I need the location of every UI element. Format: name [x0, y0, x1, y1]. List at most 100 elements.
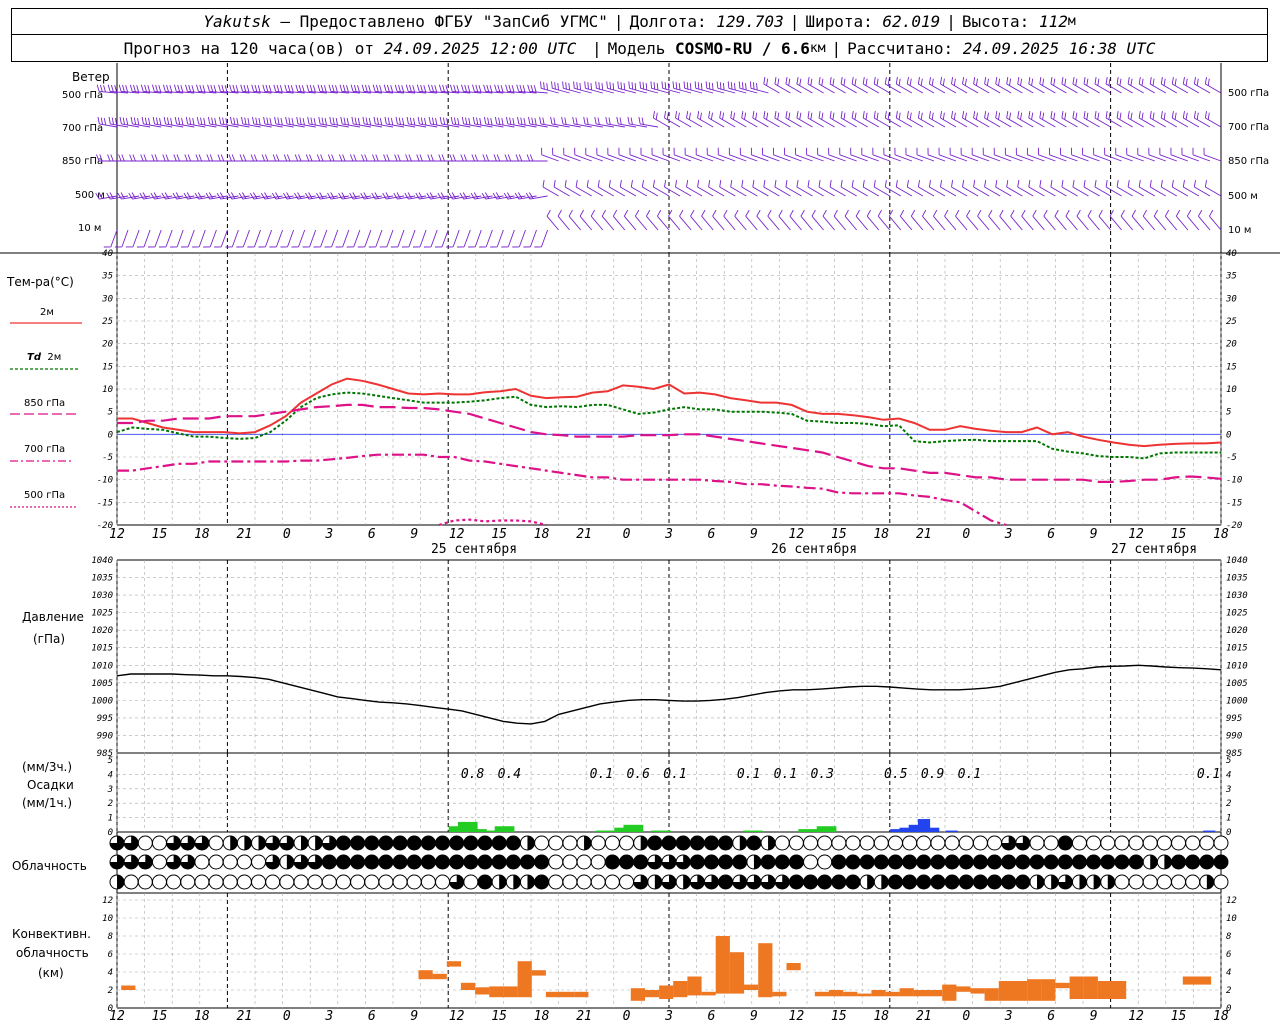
wind-feather-0-97-1: [1174, 78, 1177, 86]
wind-barb-4-39: [540, 229, 549, 248]
wind-feather-3-23-0: [349, 192, 354, 200]
wind-feather-1-75-0: [928, 111, 931, 119]
wind-feather-4-68-0: [855, 209, 860, 217]
time-tick-bottom-10: 18: [534, 1009, 550, 1024]
wind-feather-1-48-1: [630, 117, 633, 125]
cloud-r2-c68-fill: [1079, 875, 1087, 889]
wind-feather-0-66-0: [829, 77, 832, 85]
cloud-r2-c32-ring: [562, 874, 578, 890]
cloud-r2-c20-ring: [392, 874, 408, 890]
wind-feather-0-42-2: [568, 83, 571, 91]
wind-feather-1-7-2: [181, 118, 184, 126]
wind-feather-0-79-0: [973, 77, 976, 85]
cloud-r0-c18-fill: [364, 836, 379, 850]
conv-bar-4: [460, 982, 476, 990]
wind-feather-1-9-1: [200, 117, 203, 125]
cloud-r0-c64-fill: [1015, 836, 1030, 850]
wind-feather-1-27-0: [395, 116, 398, 124]
wind-feather-0-61-0: [774, 77, 777, 85]
wind-feather-0-34-1: [475, 84, 479, 92]
wind-feather-3-36-1: [495, 192, 501, 199]
wind-feather-2-26-1: [386, 154, 390, 162]
wind-feather-2-8-0: [184, 154, 188, 162]
wind-feather-1-37-0: [505, 116, 509, 124]
wind-feather-0-42-1: [565, 82, 567, 90]
wind-feather-0-45-0: [595, 81, 597, 89]
cloud-r1-c57-fill: [916, 855, 931, 869]
cloud-r2-c7-ring: [208, 874, 224, 890]
cloud-r1-c0-fill: [110, 855, 124, 869]
cloud-r2-c55-fill: [888, 875, 903, 889]
wind-feather-0-8-2: [191, 85, 195, 93]
wind-feather-1-73-0: [906, 111, 909, 119]
wind-feather-1-11-2: [225, 118, 228, 126]
wind-feather-0-91-1: [1108, 78, 1111, 86]
cloud-r0-c52-ring: [845, 835, 861, 851]
wind-feather-3-18-1: [297, 192, 302, 199]
precip-snow-bar-2: [908, 824, 921, 832]
precip-label-8: 0.5: [884, 767, 908, 782]
wind-feather-0-14-2: [257, 85, 261, 93]
wind-feather-4-41-0: [557, 209, 562, 217]
wind-barb-3-56: [719, 186, 736, 197]
wind-feather-0-0-2: [103, 85, 106, 93]
wind-level-2: [96, 147, 1222, 162]
wind-feather-0-18-2: [301, 85, 305, 93]
cloud-r1-c32-ring: [562, 854, 578, 870]
wind-feather-2-24-1: [364, 154, 368, 162]
precip-unit-3h: (мм/3ч.): [22, 760, 73, 774]
time-tick-bottom-5: 3: [324, 1009, 333, 1024]
wind-feather-1-22-0: [340, 116, 343, 124]
cloud-r0-c11-fill: [265, 836, 280, 850]
wind-feather-3-94-0: [1138, 180, 1141, 188]
wind-barb-3-86: [1050, 186, 1067, 197]
wind-feather-1-11-1: [222, 117, 225, 125]
time-tick-bottom-8: 12: [449, 1009, 465, 1024]
wind-feather-0-44-0: [584, 81, 586, 89]
wind-barb-4-49: [646, 215, 659, 231]
wind-feather-1-0-2: [103, 118, 107, 126]
wind-feather-0-84-1: [1031, 78, 1034, 86]
time-tick-bottom-18: 18: [873, 1009, 889, 1024]
wind-feather-0-33-0: [461, 84, 464, 92]
wind-feather-0-36-0: [494, 84, 497, 92]
wind-feather-0-86-1: [1053, 78, 1056, 86]
cloud-r2-c36-ring: [619, 874, 635, 890]
wind-feather-0-30-2: [434, 85, 438, 93]
cloud-r0-c6-fill: [194, 836, 209, 850]
time-tick-bottom-15: 9: [750, 1009, 758, 1024]
wind-feather-0-4-0: [140, 84, 144, 92]
wind-feather-1-80-1: [986, 112, 989, 120]
temp-ytick-right-30: 30: [1225, 294, 1237, 304]
wind-feather-1-8-0: [185, 116, 189, 124]
wind-feather-0-38-0: [516, 84, 520, 92]
wind-feather-0-11-2: [224, 85, 228, 93]
wind-barb-4-54: [701, 215, 714, 231]
wind-feather-0-97-0: [1171, 77, 1174, 85]
wind-feather-1-47-1: [619, 117, 622, 125]
wind-feather-0-57-1: [730, 82, 733, 90]
wind-barb-2-55: [707, 154, 725, 162]
wind-feather-1-57-0: [730, 111, 733, 119]
cloud-r1-c60-fill: [959, 855, 974, 869]
wind-barb-4-3: [143, 229, 151, 248]
wind-feather-1-27-1: [398, 117, 401, 125]
wind-feather-3-24-0: [360, 192, 365, 200]
wind-feather-1-69-0: [862, 111, 865, 119]
wind-feather-2-22-1: [342, 154, 346, 162]
title-bar: Yakutsk — Предоставлено ФГБУ "ЗапСиб УГМ…: [11, 8, 1268, 35]
wind-feather-1-40-0: [539, 116, 542, 124]
temp-ytick-right-35: 35: [1225, 272, 1237, 282]
wind-barb-3-67: [840, 186, 857, 197]
temp-ytick-right-25: 25: [1226, 317, 1237, 327]
wind-feather-0-34-0: [472, 84, 475, 92]
wind-feather-0-86-0: [1050, 77, 1053, 85]
wind-feather-0-21-1: [331, 84, 335, 92]
wind-feather-0-95-1: [1152, 78, 1155, 86]
time-tick-bottom-4: 0: [283, 1009, 291, 1024]
wind-barb-4-88: [1076, 215, 1089, 231]
cloud-r2-c10-ring: [251, 874, 267, 890]
wind-feather-4-73-0: [910, 209, 916, 217]
conv-bar-5: [475, 987, 490, 995]
wind-feather-2-21-1: [331, 154, 335, 162]
